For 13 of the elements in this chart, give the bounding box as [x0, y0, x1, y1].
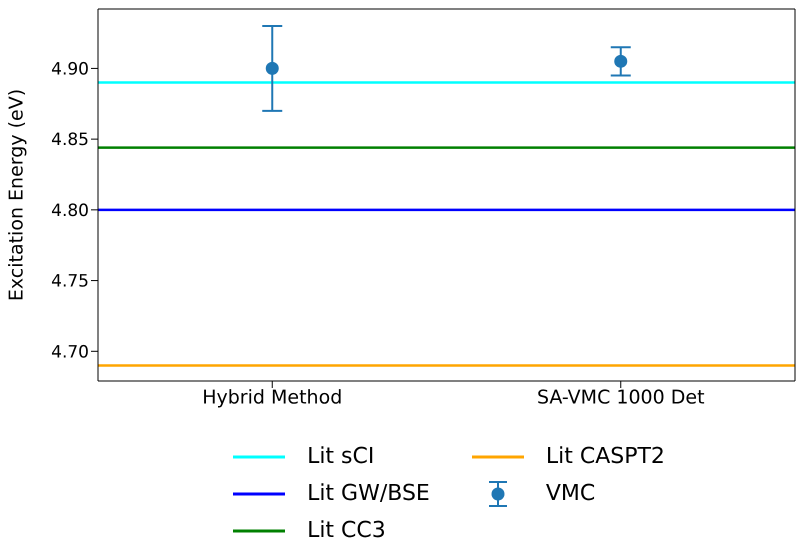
y-tick-label: 4.70: [51, 342, 89, 362]
legend-label: Lit CC3: [307, 518, 386, 543]
y-tick-label: 4.90: [51, 59, 89, 80]
x-tick-label: Hybrid Method: [202, 386, 342, 408]
y-tick-label: 4.75: [51, 272, 89, 292]
legend-label: VMC: [546, 481, 596, 506]
y-tick-label: 4.80: [51, 200, 89, 221]
y-tick-label: 4.85: [51, 130, 89, 150]
legend-label: Lit CASPT2: [546, 444, 665, 469]
x-tick-label: SA-VMC 1000 Det: [536, 386, 705, 408]
y-axis-title: Excitation Energy (eV): [6, 88, 28, 302]
legend-label: Lit sCI: [307, 444, 374, 469]
legend-label: Lit GW/BSE: [307, 481, 430, 506]
